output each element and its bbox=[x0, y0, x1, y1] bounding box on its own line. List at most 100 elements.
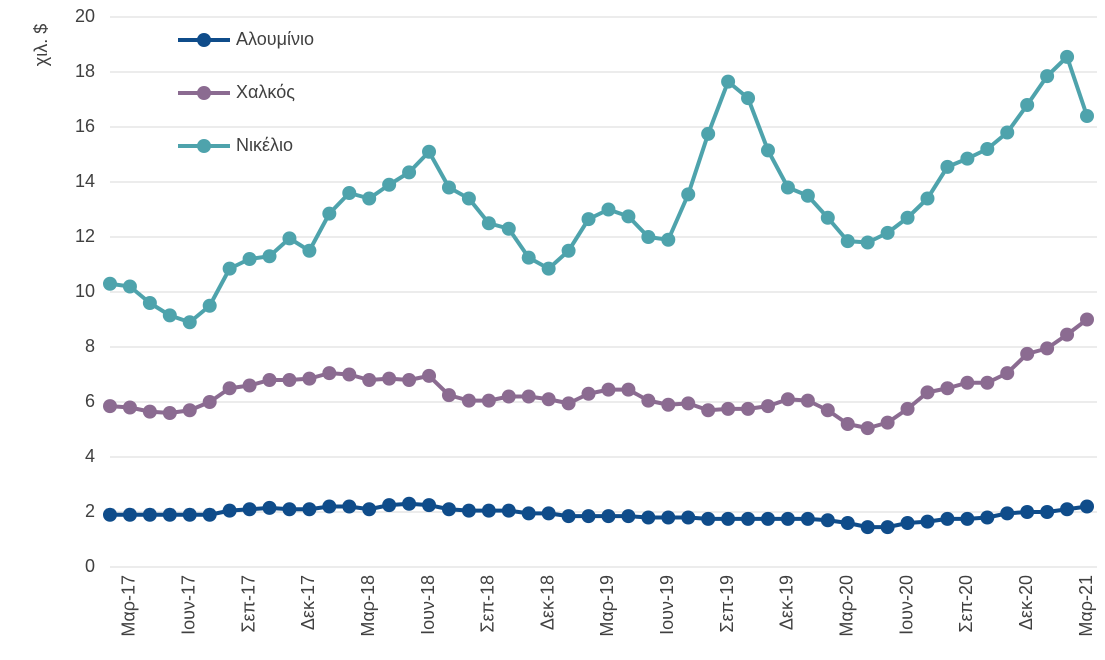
point bbox=[182, 403, 197, 418]
point bbox=[920, 385, 935, 400]
point bbox=[1060, 502, 1075, 517]
point bbox=[1060, 327, 1075, 342]
point bbox=[721, 74, 736, 89]
point bbox=[860, 421, 875, 436]
y-tick-label: 4 bbox=[85, 446, 95, 466]
point bbox=[960, 151, 975, 166]
point bbox=[481, 216, 496, 231]
x-tick-label: Ιουν-18 bbox=[418, 575, 438, 635]
point bbox=[561, 243, 576, 258]
point bbox=[521, 250, 536, 265]
point bbox=[441, 180, 456, 195]
point bbox=[222, 381, 237, 396]
point bbox=[103, 399, 117, 414]
point bbox=[382, 498, 397, 513]
x-tick-label: Δεκ-19 bbox=[777, 575, 797, 630]
point bbox=[661, 510, 676, 525]
point bbox=[541, 261, 556, 276]
point bbox=[800, 511, 815, 526]
point bbox=[541, 506, 556, 521]
point bbox=[721, 511, 736, 526]
point bbox=[282, 502, 297, 517]
point bbox=[780, 180, 795, 195]
point bbox=[920, 514, 935, 529]
point bbox=[461, 503, 476, 518]
point bbox=[202, 395, 217, 409]
point bbox=[900, 210, 915, 225]
point bbox=[362, 502, 377, 517]
point bbox=[1020, 505, 1035, 519]
point bbox=[820, 513, 835, 528]
legend-label: Νικέλιο bbox=[236, 135, 293, 155]
point bbox=[641, 230, 656, 244]
x-tick-label: Σεπ-19 bbox=[717, 575, 737, 633]
series-line bbox=[110, 501, 1088, 530]
point bbox=[940, 511, 955, 526]
point bbox=[561, 396, 576, 411]
point bbox=[322, 499, 337, 514]
point bbox=[122, 400, 137, 415]
point bbox=[980, 142, 995, 156]
point bbox=[501, 503, 516, 518]
point bbox=[501, 221, 516, 236]
point bbox=[302, 371, 317, 386]
point bbox=[142, 296, 157, 310]
point bbox=[681, 187, 696, 202]
point bbox=[780, 511, 795, 526]
point bbox=[342, 367, 357, 382]
point bbox=[162, 308, 177, 323]
point bbox=[362, 373, 377, 387]
point bbox=[242, 502, 257, 517]
y-tick-label: 12 bbox=[75, 226, 95, 246]
point bbox=[322, 366, 337, 381]
point bbox=[122, 507, 137, 522]
point bbox=[1040, 69, 1055, 84]
x-tick-label: Μαρ-18 bbox=[358, 575, 378, 637]
point bbox=[840, 417, 855, 431]
point bbox=[681, 396, 696, 411]
x-tick-label: Ιουν-19 bbox=[657, 575, 677, 635]
x-tick-label: Ιουν-20 bbox=[896, 575, 916, 635]
point bbox=[641, 393, 656, 408]
point bbox=[601, 202, 616, 217]
point bbox=[1020, 346, 1035, 361]
point bbox=[103, 507, 117, 522]
point bbox=[701, 511, 716, 526]
point bbox=[362, 191, 377, 206]
point bbox=[581, 509, 596, 524]
point bbox=[741, 91, 756, 106]
point bbox=[342, 186, 357, 200]
point bbox=[262, 373, 277, 387]
point bbox=[960, 511, 975, 526]
point bbox=[760, 511, 775, 526]
y-tick-label: 6 bbox=[85, 391, 95, 411]
point bbox=[302, 502, 317, 517]
point bbox=[1040, 341, 1055, 356]
point bbox=[880, 415, 895, 430]
point bbox=[581, 386, 596, 401]
point bbox=[1000, 366, 1015, 381]
x-tick-label: Σεπ-20 bbox=[956, 575, 976, 633]
point bbox=[681, 510, 696, 525]
legend-marker bbox=[197, 86, 211, 100]
series-line bbox=[109, 317, 1089, 431]
point bbox=[481, 503, 496, 518]
point bbox=[621, 509, 636, 524]
point bbox=[800, 188, 815, 203]
y-tick-label: 2 bbox=[85, 501, 95, 521]
y-tick-label: 20 bbox=[75, 6, 95, 26]
point bbox=[661, 232, 676, 247]
point bbox=[122, 279, 137, 294]
point bbox=[641, 510, 656, 525]
point bbox=[840, 516, 855, 530]
point bbox=[382, 371, 397, 386]
x-tick-label: Μαρ-21 bbox=[1076, 575, 1096, 637]
point bbox=[422, 498, 437, 513]
point bbox=[721, 401, 736, 416]
point bbox=[800, 393, 815, 408]
point bbox=[202, 298, 217, 313]
point bbox=[382, 177, 397, 192]
point bbox=[402, 165, 417, 180]
point bbox=[262, 249, 277, 264]
point bbox=[322, 206, 337, 221]
